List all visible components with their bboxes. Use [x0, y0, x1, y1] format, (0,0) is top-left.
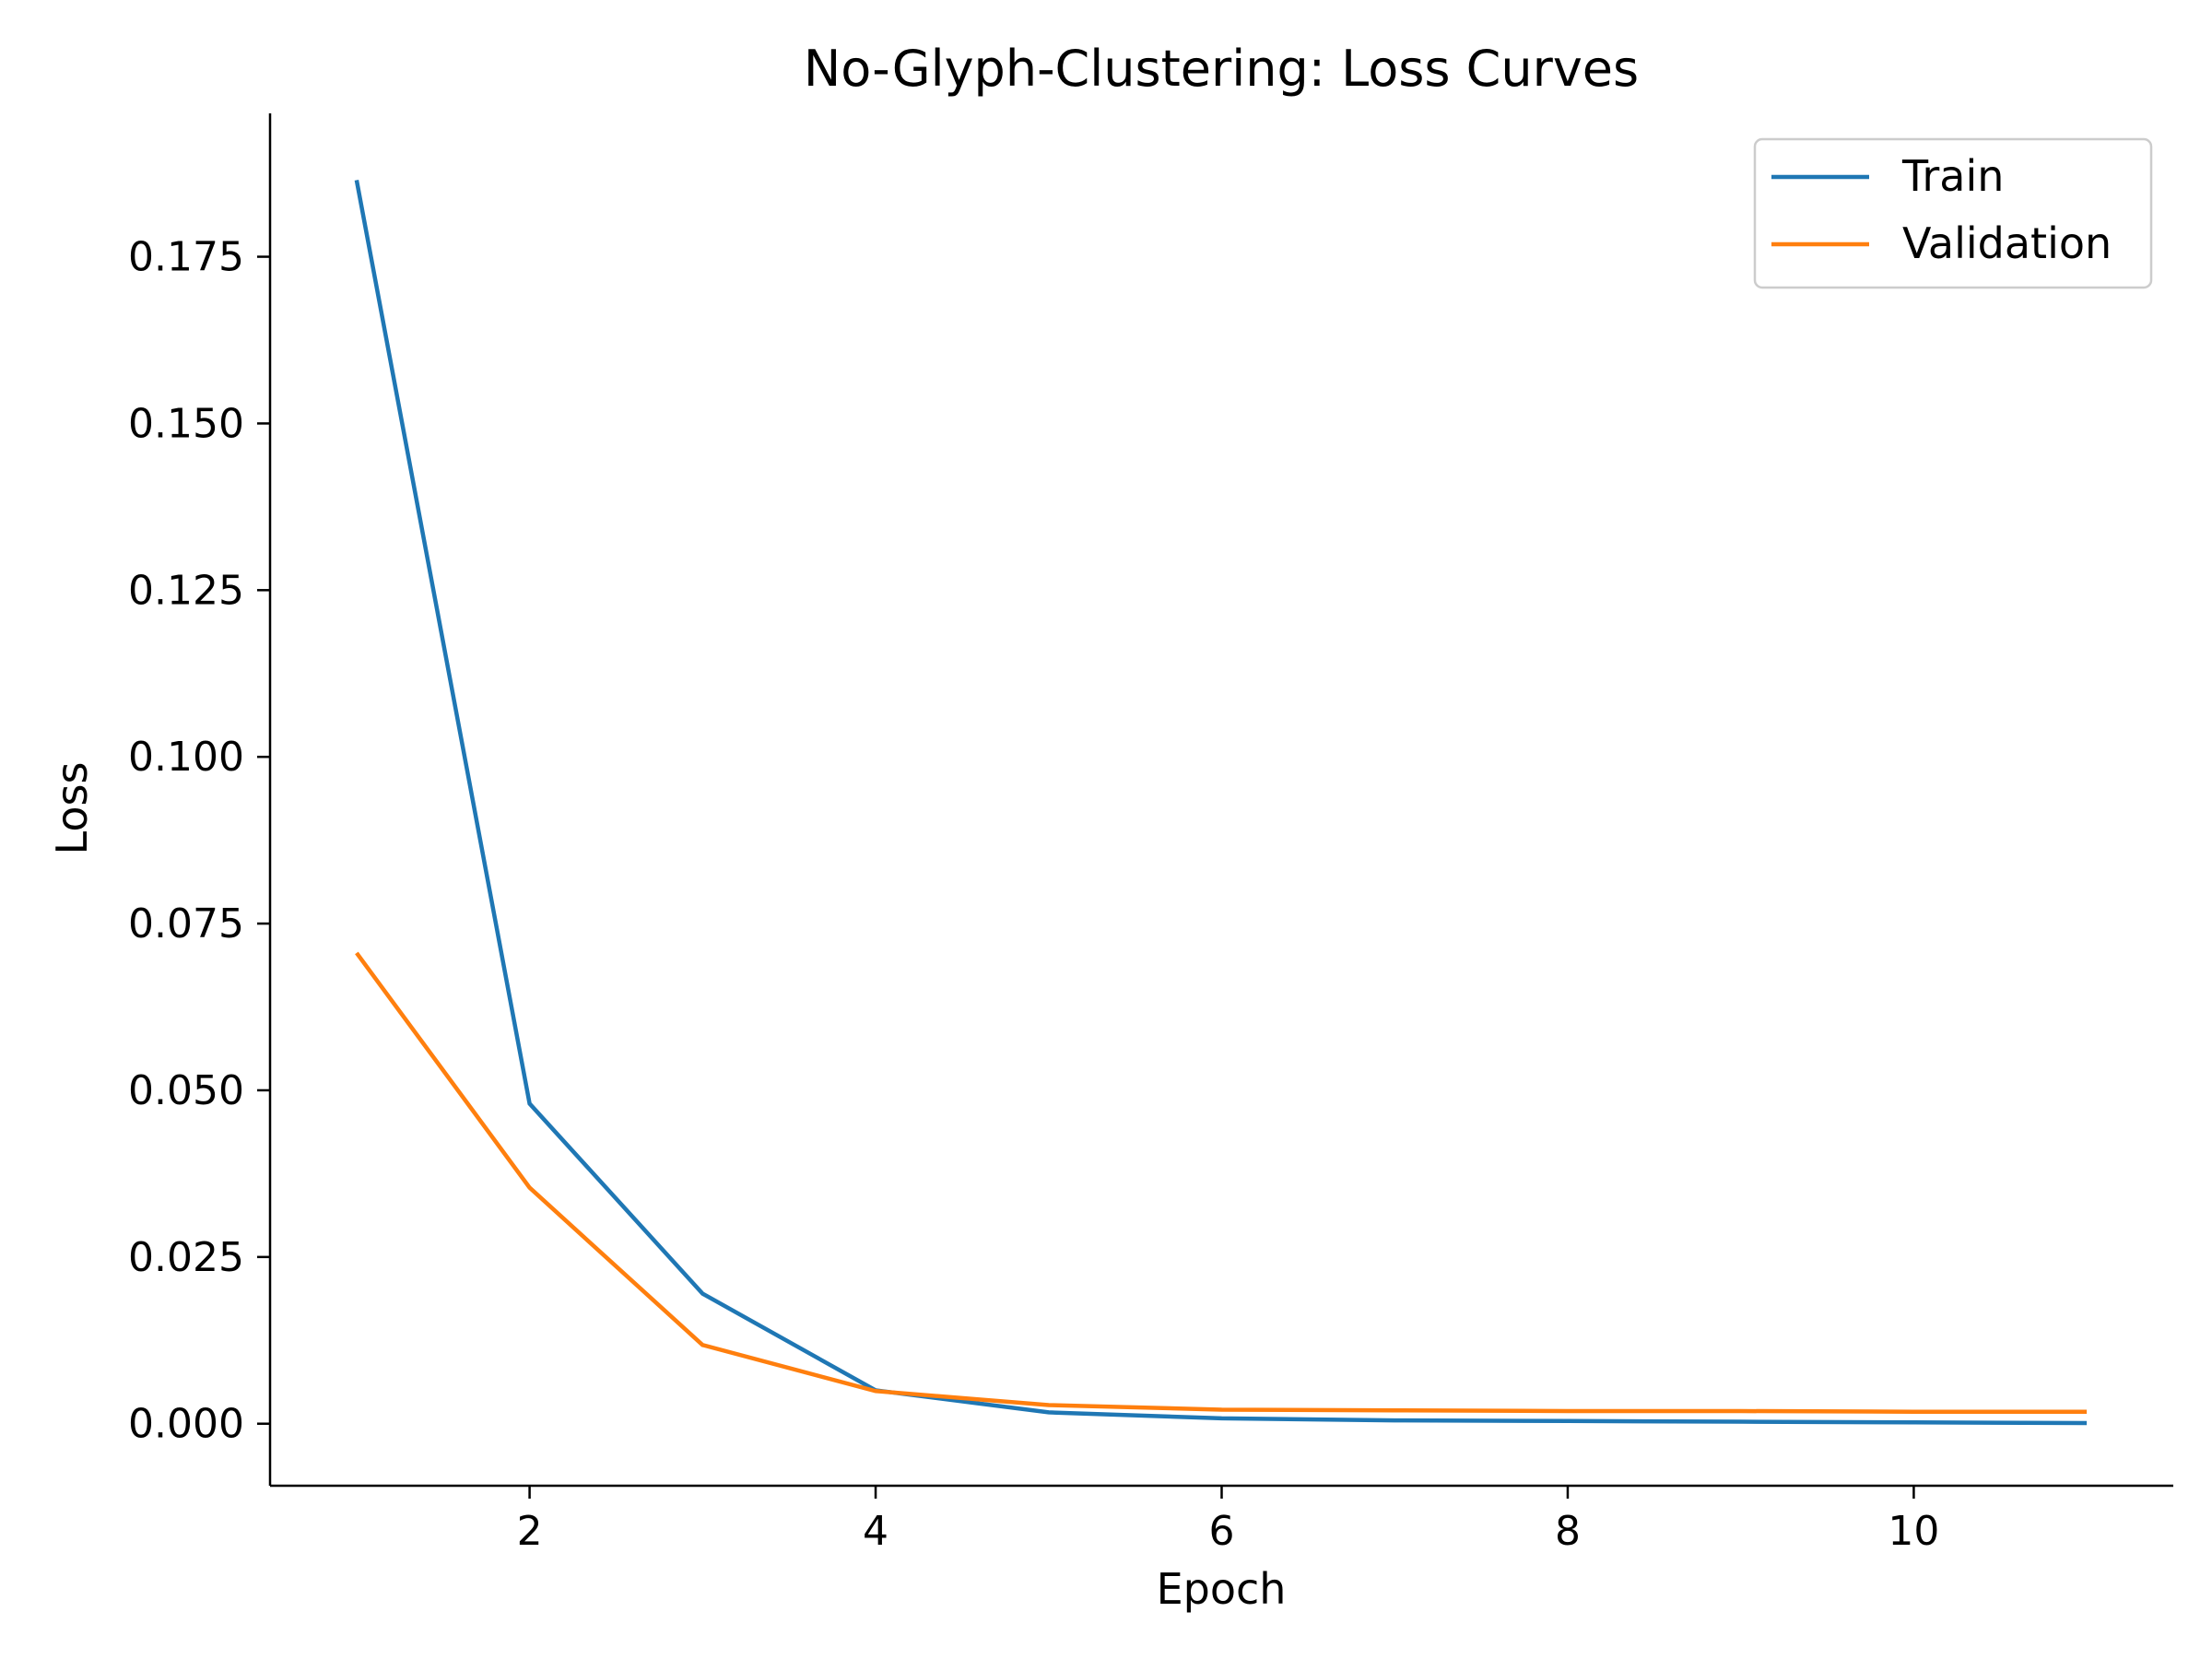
- y-tick-label: 0.075: [128, 900, 244, 947]
- x-tick-label: 4: [863, 1508, 888, 1555]
- legend: Train Validation: [1753, 137, 2153, 289]
- chart-title: No-Glyph-Clustering: Loss Curves: [804, 40, 1639, 98]
- x-tick-label: 6: [1209, 1508, 1235, 1555]
- series-lines: [354, 179, 2088, 1426]
- legend-label-validation: Validation: [1902, 218, 2112, 268]
- y-tick-label: 0.025: [128, 1234, 244, 1281]
- y-tick-label: 0.050: [128, 1067, 244, 1114]
- x-tick-label: 10: [1888, 1508, 1939, 1555]
- y-axis-ticks: 0.000 0.025 0.050 0.075 0.100 0.125 0.150 0.175: [128, 234, 270, 1448]
- y-tick-label: 0.175: [128, 234, 244, 281]
- x-tick-label: 8: [1555, 1508, 1581, 1555]
- x-axis-label: Epoch: [1157, 1564, 1287, 1614]
- series-line-train: [354, 179, 2088, 1426]
- y-axis-label: Loss: [47, 762, 97, 855]
- y-tick-label: 0.000: [128, 1401, 244, 1448]
- x-axis-ticks: 2 4 6 8 10: [517, 1486, 1939, 1555]
- y-tick-label: 0.150: [128, 400, 244, 447]
- x-tick-label: 2: [517, 1508, 543, 1555]
- y-tick-label: 0.100: [128, 734, 244, 781]
- y-tick-label: 0.125: [128, 567, 244, 614]
- series-line-validation: [355, 951, 2088, 1414]
- legend-label-train: Train: [1901, 151, 2004, 201]
